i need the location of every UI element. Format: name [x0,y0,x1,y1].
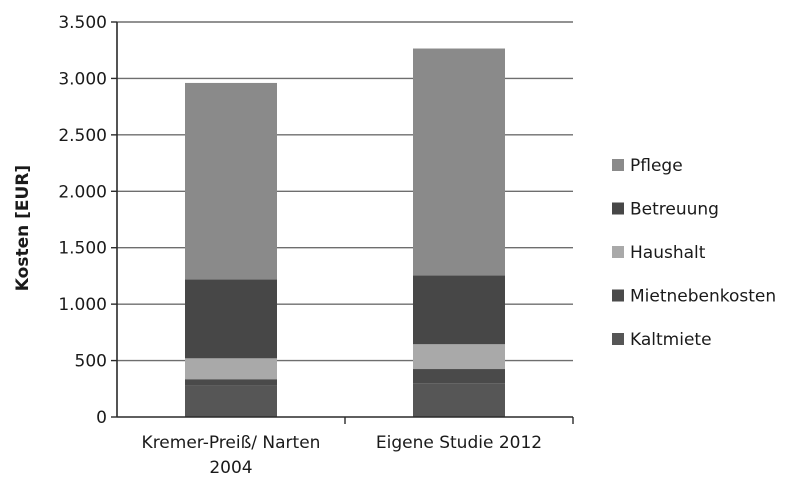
x-category-label: 2004 [209,458,252,478]
legend-item: Kaltmiete [612,330,712,350]
legend-label: Mietnebenkosten [630,287,776,307]
bar-segment-pflege [185,82,277,280]
legend-label: Betreuung [630,200,719,220]
legend-swatch [612,333,624,345]
legend: Pflege Betreuung Haushalt Mietnebenkosten Ka… [612,156,776,350]
y-tick-label: 3.000 [58,69,107,89]
legend-item: Mietnebenkosten [612,287,776,307]
bar-segment-kaltmiete [185,385,277,417]
legend-item: Betreuung [612,200,719,220]
y-tick-label: 3.500 [58,13,107,33]
bar-segment-haushalt [413,344,505,370]
legend-swatch [612,289,624,302]
y-axis-tick-labels: 0 500 1.000 1.500 2.000 2.500 3.000 3.500 [58,13,107,428]
y-axis-title: Kosten [EUR] [13,165,33,291]
legend-swatch [612,202,624,215]
bar-segment-kaltmiete [413,383,505,417]
bar-stacks [185,48,505,417]
x-category-label: Eigene Studie 2012 [376,433,542,453]
y-tick-label: 500 [75,352,107,372]
x-axis-category-labels: Kremer-Preiß/ Narten 2004 Eigene Studie 20… [142,433,543,478]
legend-swatch [612,246,624,258]
y-tick-label: 2.500 [58,126,107,146]
bar-segment-betreuung [413,275,505,345]
y-tick-label: 2.000 [58,182,107,202]
bar-segment-mietnebenkosten [185,379,277,386]
legend-label: Pflege [630,156,683,176]
legend-item: Pflege [612,156,683,176]
x-category-label: Kremer-Preiß/ Narten [142,433,321,453]
legend-item: Haushalt [612,243,706,263]
bar-segment-pflege [413,48,505,276]
bar-segment-mietnebenkosten [413,369,505,384]
legend-label: Kaltmiete [630,330,712,350]
bar-segment-haushalt [185,358,277,380]
y-tick-label: 0 [96,408,107,428]
legend-label: Haushalt [630,243,706,263]
legend-swatch [612,159,624,171]
bar-segment-betreuung [185,279,277,359]
y-tick-label: 1.000 [58,295,107,315]
axes [111,21,574,424]
y-tick-label: 1.500 [58,239,107,259]
